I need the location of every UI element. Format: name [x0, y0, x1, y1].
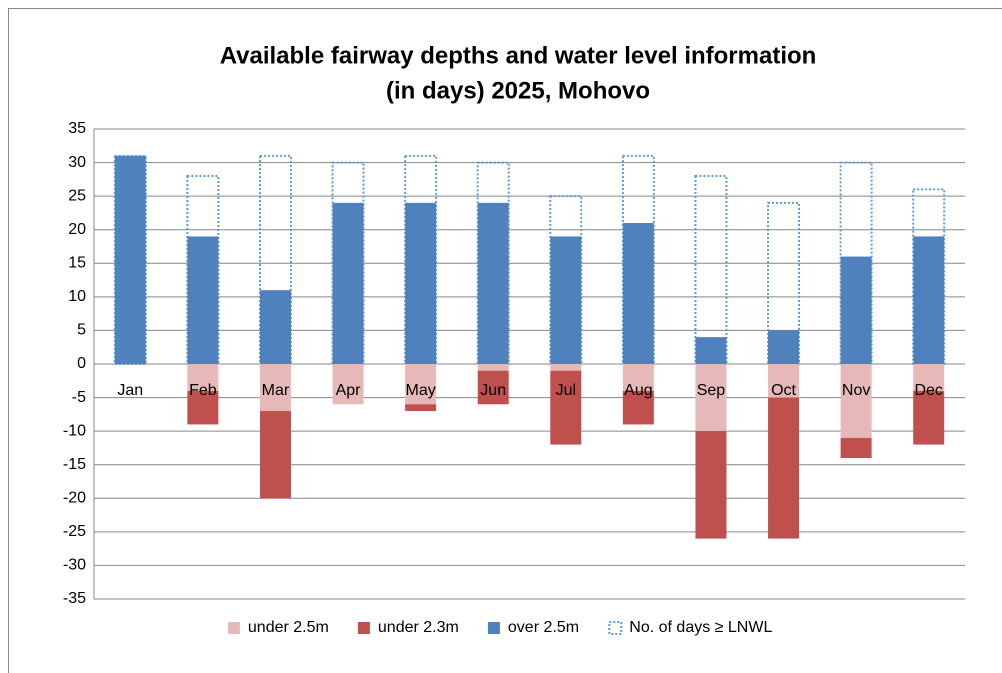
bar — [768, 364, 800, 398]
legend-label: No. of days ≥ LNWL — [629, 619, 772, 636]
y-tick-label: -20 — [63, 490, 86, 507]
bar — [840, 437, 872, 458]
x-tick-label: Sep — [697, 382, 726, 399]
x-tick-label: Nov — [842, 382, 870, 399]
bar — [477, 370, 509, 405]
bar — [187, 390, 219, 425]
y-tick-label: -30 — [63, 557, 86, 574]
bar — [477, 202, 509, 364]
bar — [332, 364, 364, 405]
bar — [187, 364, 219, 391]
y-tick-label: -5 — [72, 389, 86, 406]
chart-title: Available fairway depths and water level… — [220, 42, 817, 69]
bar — [622, 390, 654, 425]
x-tick-label: Dec — [914, 382, 942, 399]
y-tick-label: 35 — [68, 120, 86, 137]
legend-swatch — [227, 622, 240, 634]
bar — [768, 397, 800, 539]
y-tick-label: 0 — [77, 355, 86, 372]
y-tick-label: -35 — [63, 590, 86, 607]
chart-title: (in days) 2025, Mohovo — [386, 77, 650, 104]
x-tick-label: May — [406, 382, 436, 399]
y-tick-label: 20 — [68, 221, 86, 238]
x-tick-label: Jan — [117, 382, 143, 399]
x-tick-label: Oct — [771, 382, 796, 399]
x-tick-label: Mar — [262, 382, 290, 399]
legend-swatch — [357, 622, 370, 634]
y-tick-label: -10 — [63, 422, 86, 439]
legend-label: under 2.3m — [378, 619, 459, 636]
legend-swatch — [487, 622, 500, 634]
y-tick-label: 25 — [68, 187, 86, 204]
y-tick-label: 15 — [68, 255, 86, 272]
y-tick-label: -25 — [63, 523, 86, 540]
legend-swatch — [608, 621, 623, 635]
bar — [259, 364, 291, 411]
bar-outline — [694, 175, 728, 365]
bar — [695, 364, 727, 432]
bar — [913, 364, 945, 391]
y-tick-label: 10 — [68, 288, 86, 305]
bar — [550, 370, 582, 445]
bar — [913, 236, 945, 364]
x-tick-label: Apr — [336, 382, 362, 399]
bar — [840, 364, 872, 438]
bar — [405, 404, 437, 411]
bar — [332, 202, 364, 364]
legend-label: over 2.5m — [508, 619, 579, 636]
bar — [913, 390, 945, 445]
x-tick-label: Jul — [556, 382, 576, 399]
x-tick-label: Feb — [189, 382, 217, 399]
bar — [550, 236, 582, 364]
bar — [405, 202, 437, 364]
legend-label: under 2.5m — [248, 619, 329, 636]
bar — [622, 364, 654, 391]
bar — [695, 337, 727, 364]
bar — [840, 256, 872, 364]
bar — [259, 290, 291, 364]
bar — [622, 223, 654, 364]
bar — [114, 155, 146, 364]
bar — [187, 236, 219, 364]
y-tick-label: 5 — [77, 322, 86, 339]
bar — [477, 364, 509, 371]
bar — [405, 364, 437, 405]
x-tick-label: Aug — [624, 382, 652, 399]
bar — [550, 364, 582, 371]
x-tick-label: Jun — [480, 382, 506, 399]
y-tick-label: 30 — [68, 154, 86, 171]
bar — [695, 431, 727, 539]
bar — [768, 330, 800, 364]
bar — [259, 411, 291, 499]
y-tick-label: -15 — [63, 456, 86, 473]
